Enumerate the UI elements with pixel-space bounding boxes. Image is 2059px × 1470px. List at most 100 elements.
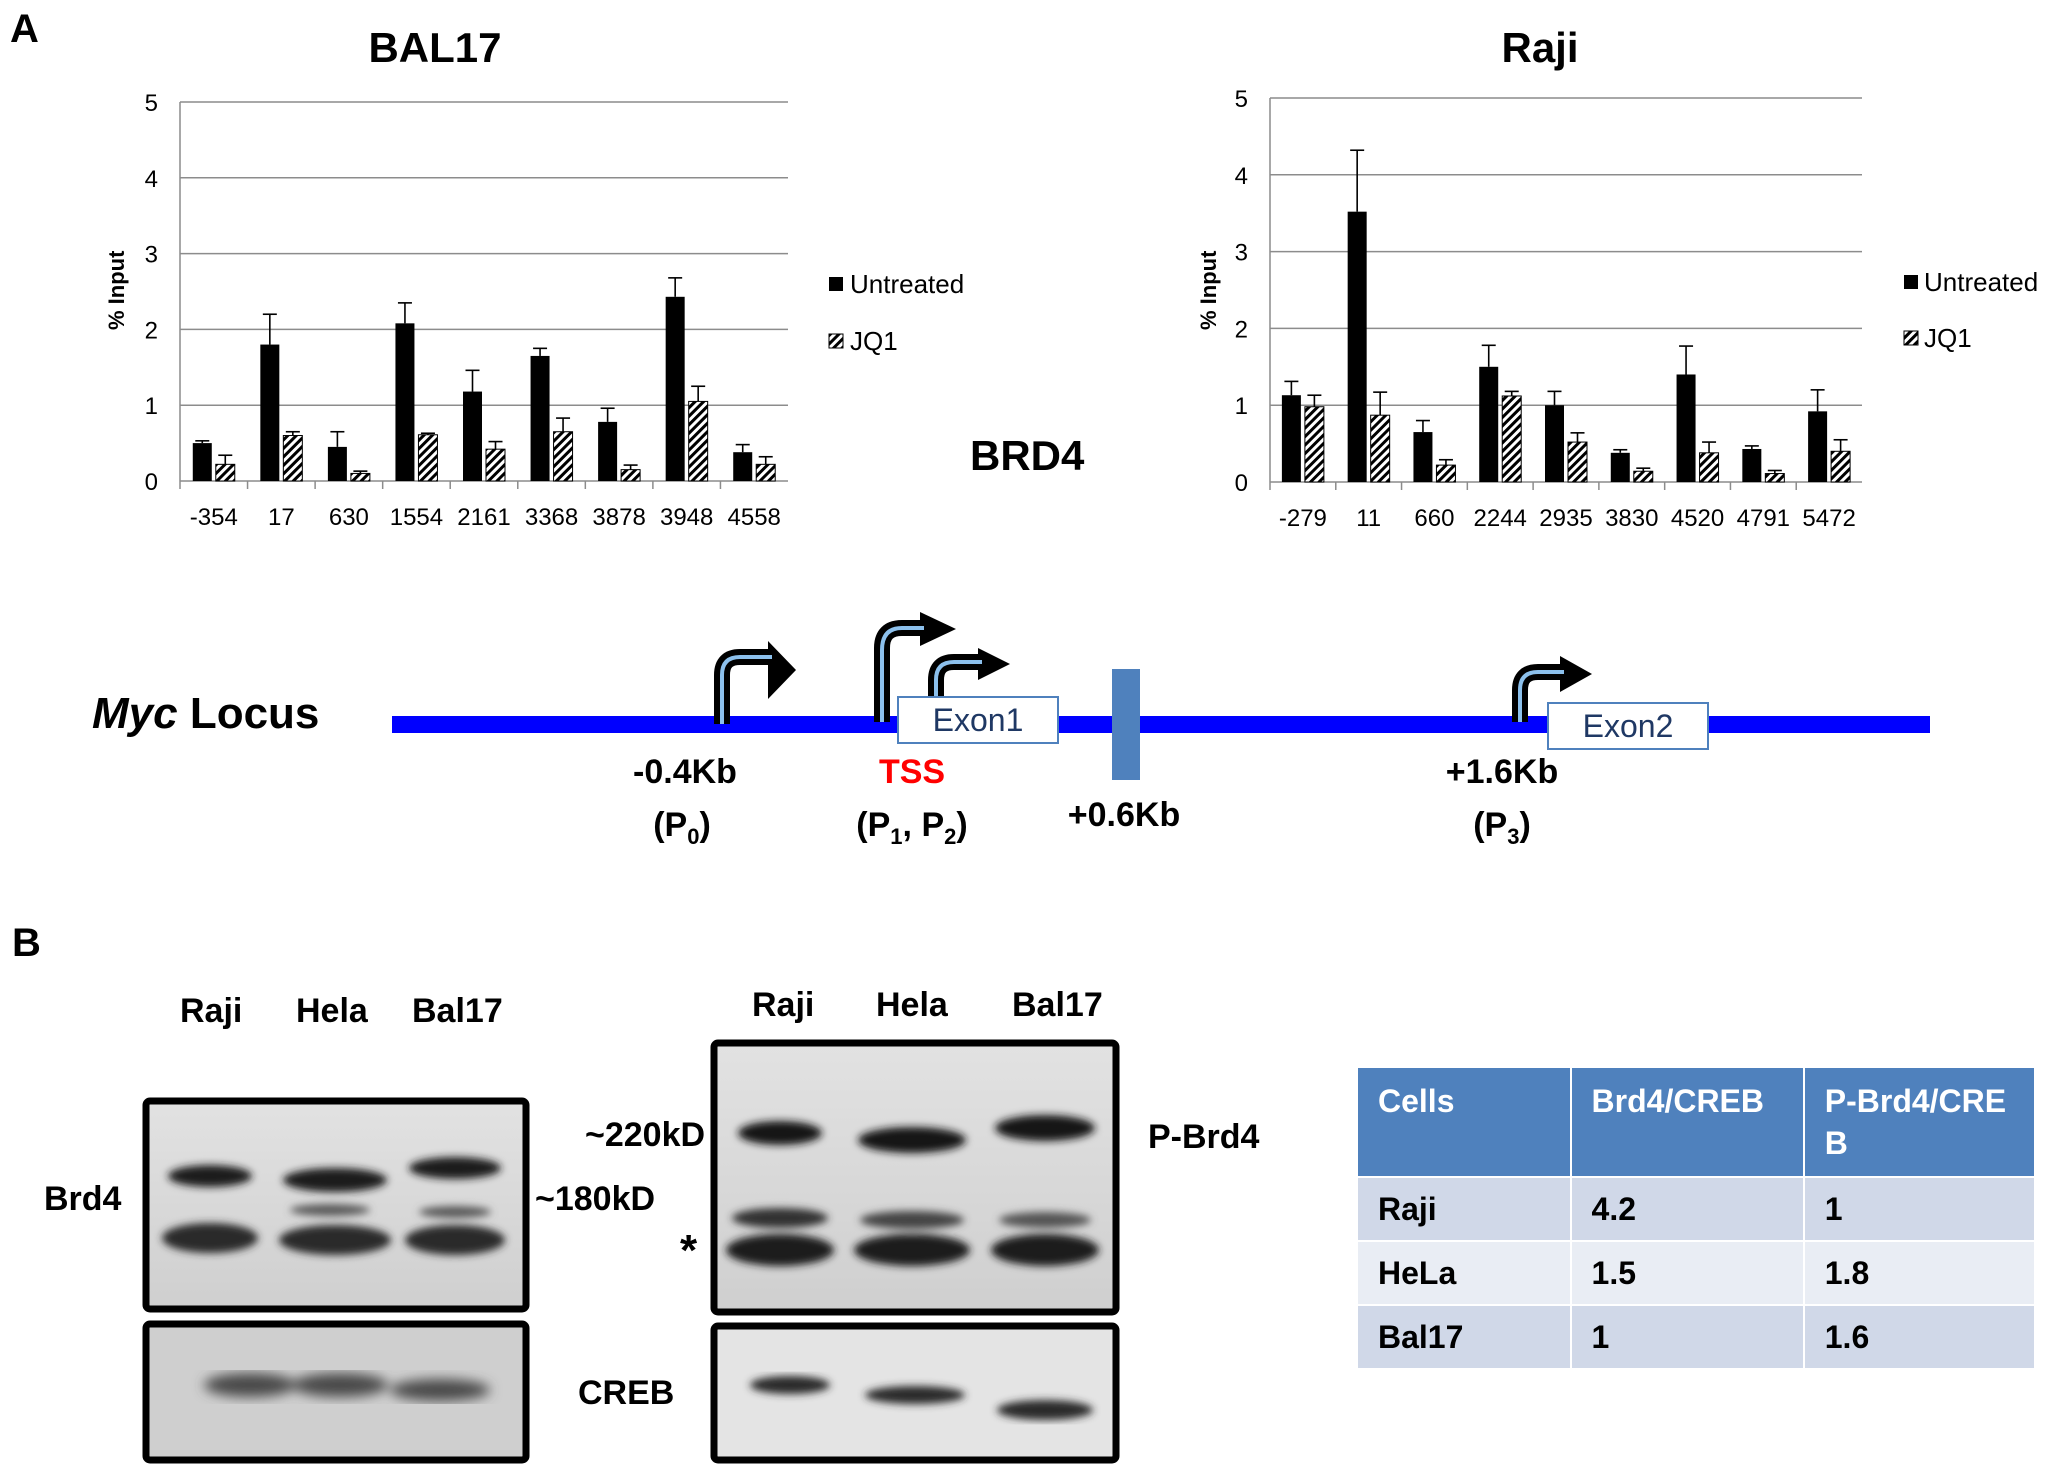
bar-jq1 xyxy=(1764,473,1785,483)
legend-label-jq1: JQ1 xyxy=(1924,323,1972,353)
bar-untreated xyxy=(733,452,753,481)
exon2-box xyxy=(1547,702,1709,750)
p3-name: (P3) xyxy=(1473,806,1531,849)
table-header-row: Cells Brd4/CREB P-Brd4/CREB xyxy=(1356,1066,2037,1178)
x-tick-label: -279 xyxy=(1279,505,1327,532)
panel-label-b: B xyxy=(12,921,41,965)
x-tick-label: 3368 xyxy=(525,504,578,531)
brd4-ratio: 1 xyxy=(1569,1304,1805,1370)
creb-blot-label: CREB xyxy=(578,1374,675,1412)
bar-untreated xyxy=(1479,366,1499,482)
bar-jq1 xyxy=(688,400,709,482)
x-tick-label: 3878 xyxy=(592,504,645,531)
brd4-ratio: 1.5 xyxy=(1569,1240,1805,1306)
bar-jq1 xyxy=(1567,441,1588,483)
lane-label-raji-right: Raji xyxy=(752,986,815,1024)
p0-position: -0.4Kb xyxy=(633,753,737,791)
header-cells: Cells xyxy=(1356,1066,1572,1178)
header-brd4-creb: Brd4/CREB xyxy=(1569,1066,1805,1178)
bar-untreated xyxy=(260,344,280,481)
bar-untreated xyxy=(598,421,618,481)
quantification-table: Cells Brd4/CREB P-Brd4/CREB Raji 4.2 1 H… xyxy=(1356,1066,2037,1370)
promoter-arrow-p2 xyxy=(928,648,1010,700)
x-tick-label: 4791 xyxy=(1737,505,1790,532)
bar-jq1 xyxy=(1435,464,1456,483)
brd4-label: BRD4 xyxy=(970,432,1085,479)
header-pbrd4-creb: P-Brd4/CREB xyxy=(1802,1066,2037,1178)
pbrd4-ratio: 1.8 xyxy=(1802,1240,2037,1306)
creb-blot-left xyxy=(142,1320,530,1464)
y-tick-label: 2 xyxy=(1235,316,1248,343)
x-tick-label: 2244 xyxy=(1474,505,1527,532)
legend: Untreated JQ1 xyxy=(828,269,964,356)
p1-p2-name: (P1, P2) xyxy=(856,806,967,849)
exon1-label: Exon1 xyxy=(933,702,1024,738)
bar-untreated xyxy=(1545,405,1564,482)
plus06-label: +0.6Kb xyxy=(1068,796,1180,834)
locus-title: Myc Locus xyxy=(92,689,319,738)
legend: Untreated JQ1 xyxy=(1903,267,2038,353)
bar-untreated xyxy=(395,323,415,481)
bar-jq1 xyxy=(1501,395,1522,483)
bar-jq1 xyxy=(350,472,371,482)
chart-title: Raji xyxy=(1501,24,1578,71)
nonspecific-band-marker: * xyxy=(680,1226,698,1275)
y-tick-label: 1 xyxy=(1235,393,1248,420)
kd180-label: ~180kD xyxy=(535,1180,656,1218)
legend-label-jq1: JQ1 xyxy=(850,326,898,356)
x-tick-label: 3948 xyxy=(660,504,713,531)
tss-label: TSS xyxy=(879,753,945,791)
legend-label-untreated: Untreated xyxy=(1924,267,2038,297)
lane-label-bal17-left: Bal17 xyxy=(412,992,503,1030)
table-row: HeLa 1.5 1.8 xyxy=(1356,1240,2037,1306)
exon2-label: Exon2 xyxy=(1583,708,1674,744)
bar-untreated xyxy=(192,443,212,481)
legend-swatch-untreated xyxy=(829,277,843,291)
x-tick-label: 660 xyxy=(1414,505,1454,532)
locus-line xyxy=(392,716,1930,733)
p0-name: (P0) xyxy=(653,806,711,849)
x-tick-label: 1554 xyxy=(390,504,443,531)
promoter-arrow-p0 xyxy=(714,641,796,724)
bar-untreated xyxy=(530,355,550,481)
brd4-blot xyxy=(142,1097,530,1313)
bar-jq1 xyxy=(620,469,641,482)
x-tick-label: 5472 xyxy=(1802,505,1855,532)
y-tick-label: 5 xyxy=(145,90,158,117)
pbrd4-ratio: 1 xyxy=(1802,1176,2037,1242)
creb-blot-right xyxy=(710,1322,1120,1464)
plot-area: 0 1 2 3 4 5 -279 11 660 2244 2935 3830 4520 4791 5472 xyxy=(1235,86,1862,532)
bar-untreated xyxy=(1347,211,1367,482)
bar-jq1 xyxy=(1304,406,1325,483)
x-tick-label: 2161 xyxy=(457,504,510,531)
brd4-blot-label: Brd4 xyxy=(44,1180,122,1218)
x-tick-label: 17 xyxy=(268,504,295,531)
y-axis-label: % Input xyxy=(1196,250,1221,330)
cell-line: HeLa xyxy=(1356,1240,1572,1306)
x-tick-label: 4558 xyxy=(728,504,781,531)
pbrd4-blot-label: P-Brd4 xyxy=(1148,1118,1260,1156)
enhancer-block xyxy=(1112,669,1140,780)
bar-untreated xyxy=(327,446,347,481)
x-tick-label: 2935 xyxy=(1539,505,1592,532)
kd220-label: ~220kD xyxy=(585,1116,706,1154)
x-tick-label: 630 xyxy=(329,504,369,531)
brd4-ratio: 4.2 xyxy=(1569,1176,1805,1242)
table-row: Bal17 1 1.6 xyxy=(1356,1304,2037,1370)
bar-untreated xyxy=(1413,432,1433,482)
bar-jq1 xyxy=(1699,452,1720,483)
bar-untreated xyxy=(1742,448,1762,482)
y-axis-label: % Input xyxy=(104,250,129,330)
myc-locus-diagram: Myc Locus Exon1 Exon2 -0.4Kb (P0 xyxy=(92,612,1930,849)
y-tick-label: 0 xyxy=(1235,470,1248,497)
pbrd4-ratio: 1.6 xyxy=(1802,1304,2037,1370)
y-tick-label: 4 xyxy=(1235,163,1248,190)
panel-label-a: A xyxy=(10,7,39,51)
y-tick-label: 3 xyxy=(145,242,158,269)
bar-jq1 xyxy=(417,434,438,482)
promoter-arrow-p3 xyxy=(1512,656,1592,722)
plot-area: 0 1 2 3 4 5 -354 17 630 1554 2161 3368 3878 3948 4558 xyxy=(145,90,788,531)
x-tick-label: 4520 xyxy=(1671,505,1724,532)
legend-swatch-jq1 xyxy=(1903,330,1919,346)
p3-position: +1.6Kb xyxy=(1446,753,1558,791)
